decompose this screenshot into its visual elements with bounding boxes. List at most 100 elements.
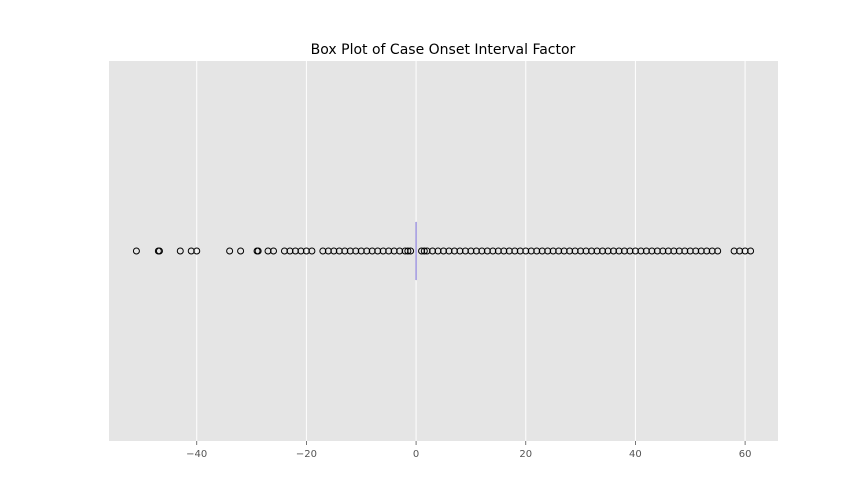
outlier-point: [642, 247, 650, 255]
outlier-point: [450, 247, 458, 255]
outlier-point: [577, 247, 585, 255]
outlier-point: [357, 247, 365, 255]
outlier-point: [560, 247, 568, 255]
outlier-point: [653, 247, 661, 255]
x-axis: −40 −20 0 20 40 60: [186, 441, 751, 460]
outlier-point: [401, 247, 409, 255]
outlier-point: [237, 247, 245, 255]
outlier-point: [730, 247, 738, 255]
outlier-point: [544, 247, 552, 255]
outlier-point: [418, 247, 426, 255]
outlier-point: [505, 247, 513, 255]
outlier-point: [626, 247, 634, 255]
outlier-point: [335, 247, 343, 255]
outlier-point: [226, 247, 234, 255]
outlier-point: [609, 247, 617, 255]
outlier-point: [571, 247, 579, 255]
outlier-point: [429, 247, 437, 255]
outlier-point: [132, 247, 140, 255]
outlier-point: [324, 247, 332, 255]
x-tick-label: −40: [186, 449, 207, 460]
outlier-point: [664, 247, 672, 255]
outlier-point: [549, 247, 557, 255]
outlier-point: [593, 247, 601, 255]
outlier-point: [341, 247, 349, 255]
outlier-point: [516, 247, 524, 255]
outlier-point: [637, 247, 645, 255]
outlier-point: [374, 247, 382, 255]
outlier-point: [363, 247, 371, 255]
outlier-point: [379, 247, 387, 255]
x-tick-label: 40: [629, 449, 642, 460]
outlier-point: [703, 247, 711, 255]
outlier-point: [440, 247, 447, 255]
outlier-point: [456, 247, 464, 255]
outlier-point: [352, 247, 360, 255]
outlier-point: [155, 247, 163, 255]
x-tick-label: 0: [413, 449, 419, 460]
outlier-point: [582, 247, 590, 255]
outlier-point: [308, 247, 316, 255]
outlier-point: [494, 247, 502, 255]
outlier-point: [489, 247, 497, 255]
x-tick-label: 20: [519, 449, 532, 460]
outlier-point: [467, 247, 475, 255]
outlier-point: [483, 247, 491, 255]
outlier-point: [187, 247, 195, 255]
outlier-point: [522, 247, 530, 255]
outlier-point: [330, 247, 338, 255]
outlier-point: [648, 247, 656, 255]
outlier-point: [193, 247, 201, 255]
outlier-point: [264, 247, 272, 255]
outlier-point: [533, 247, 541, 255]
outlier-point: [270, 247, 278, 255]
outlier-point: [692, 247, 700, 255]
outlier-point: [599, 247, 607, 255]
outlier-points: [132, 247, 755, 255]
outlier-point: [736, 247, 744, 255]
outlier-point: [681, 247, 689, 255]
outlier-point: [407, 247, 415, 255]
outlier-point: [346, 247, 354, 255]
outlier-point: [538, 247, 546, 255]
outlier-point: [708, 247, 716, 255]
outlier-point: [659, 247, 667, 255]
outlier-point: [741, 247, 749, 255]
outlier-point: [368, 247, 376, 255]
outlier-point: [615, 247, 623, 255]
outlier-point: [404, 247, 412, 255]
outlier-point: [620, 247, 628, 255]
outlier-point: [714, 247, 722, 255]
outlier-point: [319, 247, 327, 255]
outlier-point: [631, 247, 639, 255]
outlier-point: [747, 247, 755, 255]
outlier-point: [588, 247, 596, 255]
chart-title: Box Plot of Case Onset Interval Factor: [311, 42, 576, 58]
outlier-point: [472, 247, 480, 255]
outlier-point: [420, 247, 428, 255]
outlier-point: [302, 247, 310, 255]
outlier-point: [527, 247, 535, 255]
outlier-point: [297, 247, 305, 255]
plot-area: [109, 61, 778, 441]
outlier-point: [500, 247, 508, 255]
outlier-point: [604, 247, 612, 255]
outlier-point: [675, 247, 683, 255]
outlier-point: [461, 247, 469, 255]
outlier-point: [434, 247, 442, 255]
outlier-point: [176, 247, 184, 255]
x-tick-label: −20: [296, 449, 317, 460]
outlier-point: [697, 247, 705, 255]
outlier-point: [686, 247, 694, 255]
outlier-point: [478, 247, 486, 255]
outlier-point: [670, 247, 678, 255]
outlier-point: [396, 247, 404, 255]
outlier-point: [385, 247, 393, 255]
outlier-point: [423, 247, 431, 255]
outlier-point: [291, 247, 299, 255]
x-tick-label: 60: [739, 449, 752, 460]
outlier-point: [254, 247, 262, 255]
outlier-point: [445, 247, 453, 255]
outlier-point: [286, 247, 294, 255]
